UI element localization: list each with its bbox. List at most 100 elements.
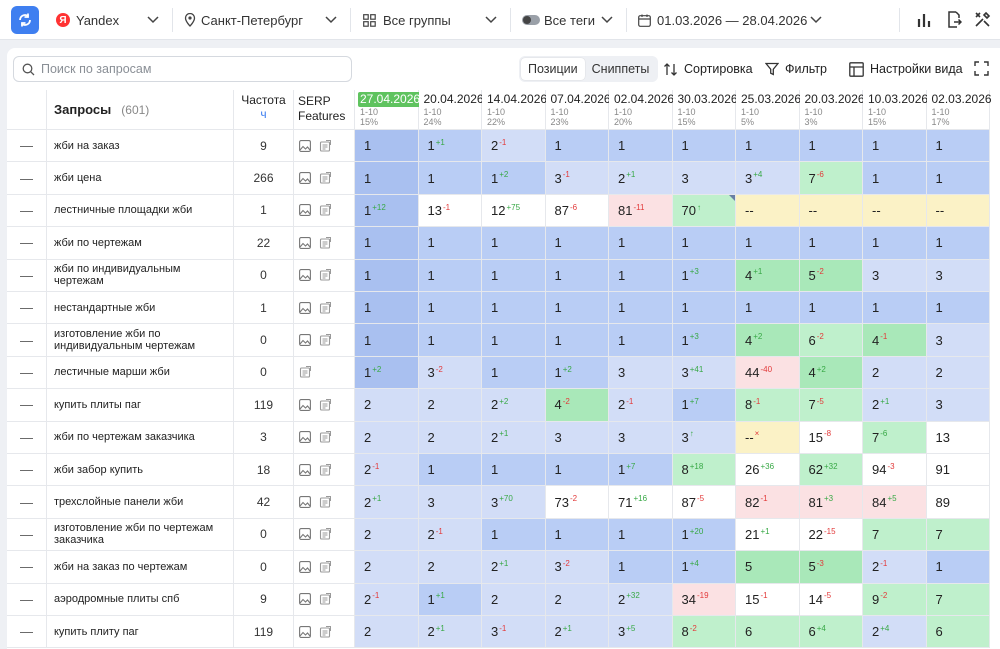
position-cell[interactable]: 2 <box>355 421 419 454</box>
position-cell[interactable]: 1 <box>482 518 546 552</box>
row-collapse-toggle[interactable]: — <box>7 583 47 616</box>
position-cell[interactable]: 2 <box>926 356 990 390</box>
position-cell[interactable]: 1+7 <box>609 454 673 487</box>
position-cell[interactable]: 9-2 <box>863 583 927 616</box>
date-column-header[interactable]: 27.04.2026 1-10 15% <box>355 90 423 130</box>
position-cell[interactable]: 1 <box>863 162 927 195</box>
position-cell[interactable]: 1 <box>926 130 990 163</box>
position-cell[interactable]: 70↑ <box>672 194 736 228</box>
table-row[interactable]: — жби по индивидуальным чертежам 0 1 1 1 1 1 1+3… <box>7 259 1000 292</box>
position-cell[interactable]: 1 <box>799 227 863 260</box>
position-cell[interactable]: 1 <box>926 162 990 195</box>
position-cell[interactable]: 1 <box>609 518 673 552</box>
position-cell[interactable]: 3-2 <box>545 551 609 584</box>
position-cell[interactable]: 2 <box>355 616 419 649</box>
position-cell[interactable]: 1 <box>355 227 419 260</box>
position-cell[interactable]: 2+1 <box>609 162 673 195</box>
position-cell[interactable]: 1 <box>926 551 990 584</box>
position-cell[interactable]: 2 <box>482 583 546 616</box>
position-cell[interactable]: 1 <box>418 324 482 357</box>
position-cell[interactable]: 2-1 <box>418 518 482 552</box>
position-cell[interactable]: --× <box>736 421 800 454</box>
position-cell[interactable]: 2-1 <box>609 389 673 422</box>
table-row[interactable]: — изготовление жби по индивидуальным черт… <box>7 324 1000 357</box>
refresh-button[interactable] <box>11 6 39 34</box>
row-collapse-toggle[interactable]: — <box>7 324 47 357</box>
position-cell[interactable]: 81+3 <box>799 486 863 519</box>
position-cell[interactable]: 1 <box>545 454 609 487</box>
position-cell[interactable]: 1 <box>545 518 609 552</box>
engine-select[interactable]: Я Yandex <box>56 0 119 40</box>
query-text[interactable]: изготовление жби по чертежам заказчика <box>54 522 214 547</box>
position-cell[interactable]: 2+1 <box>482 421 546 454</box>
row-collapse-toggle[interactable]: — <box>7 421 47 454</box>
position-cell[interactable]: 2 <box>863 356 927 390</box>
chevron-down-icon[interactable] <box>484 12 498 26</box>
position-cell[interactable]: 1+2 <box>545 356 609 390</box>
row-collapse-toggle[interactable]: — <box>7 356 47 390</box>
position-cell[interactable]: 1 <box>799 130 863 163</box>
query-text[interactable]: лестничные площадки жби <box>54 204 193 217</box>
search-box[interactable] <box>13 56 352 82</box>
position-cell[interactable]: 3 <box>545 421 609 454</box>
query-column-header[interactable]: Запросы <box>54 102 112 117</box>
position-cell[interactable]: 7-5 <box>799 389 863 422</box>
tab-snippets[interactable]: Сниппеты <box>591 62 650 76</box>
table-row[interactable]: — жби забор купить 18 2-1 1 1 1 1+7 8+18 26+36 62+… <box>7 454 1000 487</box>
row-collapse-toggle[interactable]: — <box>7 454 47 487</box>
table-row[interactable]: — жби на заказ 9 1 1+1 2-1 1 1 1 1 1 1 1 <box>7 130 1000 163</box>
position-cell[interactable]: 1 <box>482 292 546 325</box>
position-cell[interactable]: 1 <box>545 292 609 325</box>
row-collapse-toggle[interactable]: — <box>7 194 47 228</box>
query-text[interactable]: жби по чертежам <box>54 236 142 249</box>
position-cell[interactable]: 1 <box>482 227 546 260</box>
position-cell[interactable]: 1 <box>609 130 673 163</box>
position-cell[interactable]: 8+18 <box>672 454 736 487</box>
position-cell[interactable]: 1+12 <box>355 194 419 228</box>
row-collapse-toggle[interactable]: — <box>7 486 47 519</box>
position-cell[interactable]: 2 <box>418 421 482 454</box>
chevron-down-icon[interactable] <box>146 12 160 26</box>
position-cell[interactable]: 8-1 <box>736 389 800 422</box>
row-collapse-toggle[interactable]: — <box>7 130 47 163</box>
position-cell[interactable]: 3 <box>609 421 673 454</box>
position-cell[interactable]: 3+4 <box>736 162 800 195</box>
position-cell[interactable]: 1 <box>482 356 546 390</box>
position-cell[interactable]: 1 <box>545 130 609 163</box>
date-column-header[interactable]: 30.03.2026 1-10 15% <box>672 90 738 130</box>
chevron-down-icon[interactable] <box>324 12 338 26</box>
position-cell[interactable]: 44-40 <box>736 356 800 390</box>
position-cell[interactable]: 34-19 <box>672 583 736 616</box>
date-column-header[interactable]: 20.03.2026 1-10 3% <box>799 90 865 130</box>
position-cell[interactable]: -- <box>799 194 863 228</box>
position-cell[interactable]: 2-1 <box>482 130 546 163</box>
position-cell[interactable]: 71+16 <box>609 486 673 519</box>
position-cell[interactable]: 5-2 <box>799 259 863 292</box>
position-cell[interactable]: 1 <box>418 292 482 325</box>
position-cell[interactable]: 2-1 <box>355 583 419 616</box>
query-text[interactable]: аэродромные плиты спб <box>54 593 180 606</box>
region-select[interactable]: Санкт-Петербург <box>184 0 303 40</box>
position-cell[interactable]: 1+3 <box>672 259 736 292</box>
row-collapse-toggle[interactable]: — <box>7 227 47 260</box>
position-cell[interactable]: -- <box>863 194 927 228</box>
position-cell[interactable]: 2+1 <box>355 486 419 519</box>
position-cell[interactable]: 1 <box>355 162 419 195</box>
position-cell[interactable]: 1 <box>418 162 482 195</box>
position-cell[interactable]: 2+1 <box>545 616 609 649</box>
position-cell[interactable]: 3 <box>863 259 927 292</box>
position-cell[interactable]: 3↑ <box>672 421 736 454</box>
position-cell[interactable]: 3 <box>926 259 990 292</box>
position-cell[interactable]: 1 <box>482 259 546 292</box>
position-cell[interactable]: 3+41 <box>672 356 736 390</box>
row-collapse-toggle[interactable]: — <box>7 616 47 649</box>
date-column-header[interactable]: 14.04.2026 1-10 22% <box>482 90 547 130</box>
query-text[interactable]: купить плиты паг <box>54 398 141 411</box>
query-text[interactable]: трехслойные панели жби <box>54 496 184 509</box>
position-cell[interactable]: 1+1 <box>418 583 482 616</box>
query-text[interactable]: купить плиту паг <box>54 625 139 638</box>
sort-button[interactable]: Сортировка <box>663 56 753 82</box>
query-text[interactable]: жби по индивидуальным чертежам <box>54 263 181 288</box>
position-cell[interactable]: 1 <box>355 324 419 357</box>
position-cell[interactable]: 1 <box>418 259 482 292</box>
